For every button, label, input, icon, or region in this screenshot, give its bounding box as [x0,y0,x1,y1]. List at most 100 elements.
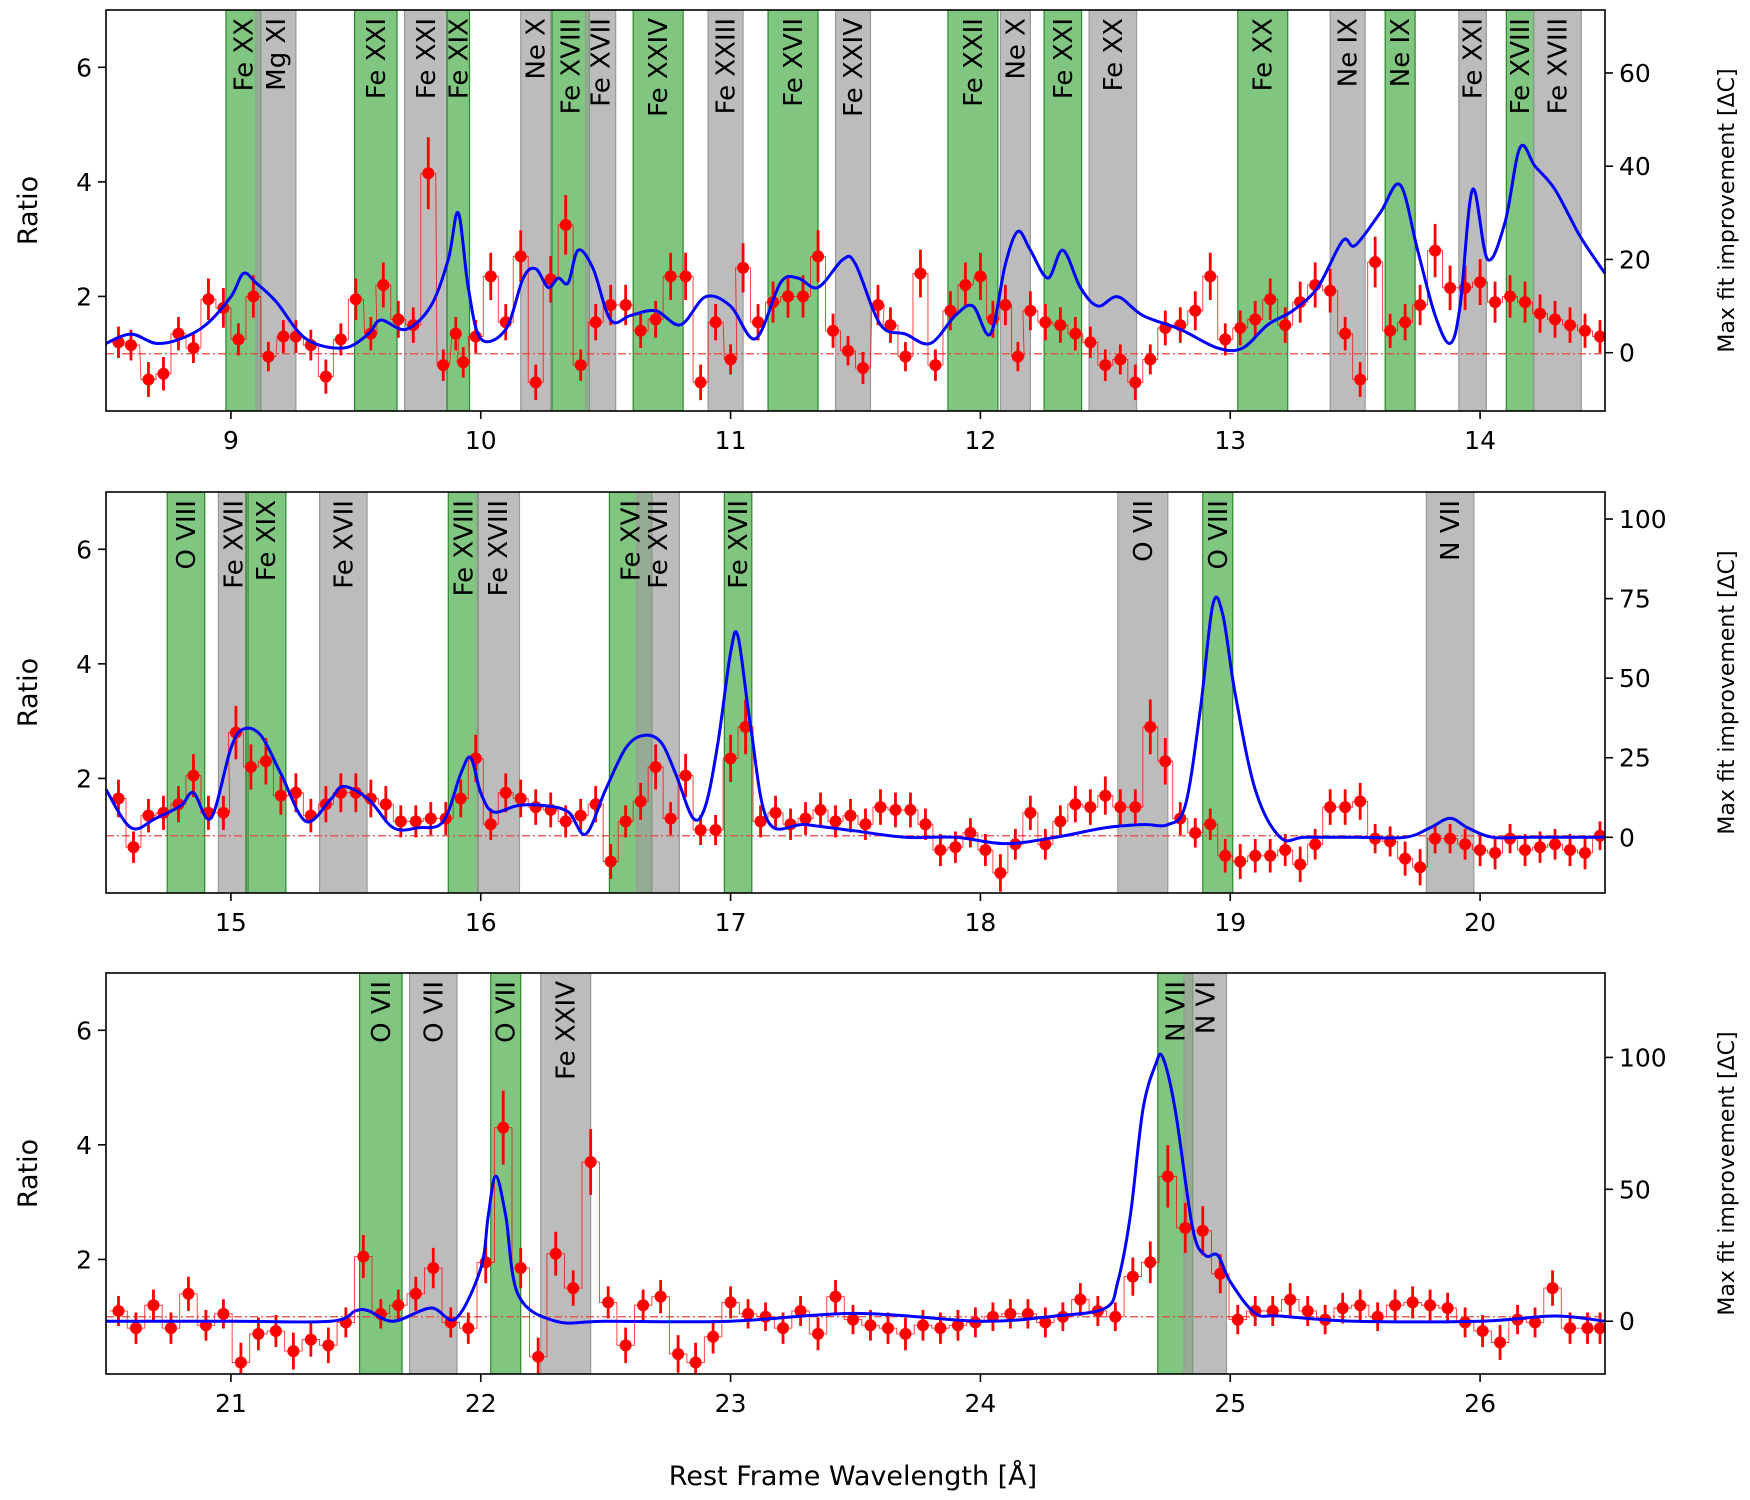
ratio-point [1474,276,1487,289]
ratio-point [127,841,140,854]
ratio-point [319,370,332,383]
ratio-point [914,267,927,280]
ratio-point [392,313,405,326]
ratio-point [349,293,362,306]
x-tick-label: 20 [1464,908,1496,937]
ratio-point [364,792,377,805]
ratio-point [142,809,155,822]
ratio-point [234,1356,247,1369]
ratio-point [1144,353,1157,366]
band-label: Ne X [1001,18,1031,80]
ratio-point [1249,313,1262,326]
y-tick-label-right: 50 [1619,1175,1651,1204]
ratio-point [164,1322,177,1335]
ratio-point [812,1327,825,1340]
ratio-point [1384,324,1397,337]
ratio-point [829,815,842,828]
y-tick-label-left: 6 [76,53,92,82]
y-axis-label-left: Ratio [13,1139,44,1208]
ratio-point [252,1327,265,1340]
ratio-point [1024,304,1037,317]
ratio-point [1024,806,1037,819]
ratio-point [574,359,587,372]
band-label: Fe XXIII [712,18,742,114]
ratio-point [334,333,347,346]
y-axis-label-left: Ratio [13,176,44,245]
band-label: Fe XX [1099,18,1129,91]
ratio-point [1214,1267,1227,1280]
ratio-point [1444,832,1457,845]
x-tick-label: 24 [965,1389,997,1418]
ratio-point [1161,1170,1174,1183]
ratio-point [754,815,767,828]
ratio-point [649,313,662,326]
ratio-point [1126,1270,1139,1283]
ratio-point [634,324,647,337]
ratio-point [1494,1336,1507,1349]
ratio-point [112,792,125,805]
ratio-point [1414,861,1427,874]
ratio-point [1099,789,1112,802]
ratio-point [604,855,617,868]
ratio-point [1279,319,1292,332]
ratio-point [777,1322,790,1335]
y-tick-label-left: 2 [76,764,92,793]
band-label: Fe XX [1249,18,1279,91]
ratio-point [304,1333,317,1346]
improvement-curve [106,143,1605,353]
x-tick-label: 13 [1214,426,1246,455]
y-tick-label-left: 4 [76,168,92,197]
ratio-point [1294,296,1307,309]
band-grey [1533,10,1582,411]
ratio-point [1424,1299,1437,1312]
band-label: Fe XXI [1049,18,1079,99]
ratio-point [752,316,765,329]
band-label: Fe XVII [779,18,809,107]
y-axis-label-right: Max fit improvement [ΔC] [1715,68,1740,352]
band-green [353,10,398,411]
ratio-point [1581,1322,1594,1335]
ratio-point [1534,307,1547,320]
ratio-point [549,1247,562,1260]
ratio-point [724,353,737,366]
ratio-point [1489,846,1502,859]
ratio-point [859,818,872,831]
ratio-point [679,270,692,283]
band-label: O VII [419,981,449,1043]
ratio-point [1234,855,1247,868]
ratio-point [187,341,200,354]
band-label: Fe XVIII [557,18,587,114]
band-grey [1183,973,1228,1374]
plot-area [106,492,1605,893]
ratio-point [129,1322,142,1335]
ratio-point [949,841,962,854]
band-label: Mg XI [262,18,292,91]
ratio-point [262,350,275,363]
ratio-point [1444,281,1457,294]
x-tick-label: 15 [215,908,247,937]
plot-area [106,973,1605,1374]
ratio-point [944,304,957,317]
ratio-point [619,815,632,828]
band-label: Ne IX [1334,18,1364,87]
ratio-point [124,339,137,352]
ratio-point [379,798,392,811]
band-label: Fe XIX [252,500,282,581]
ratio-point [874,801,887,814]
ratio-point [602,1296,615,1309]
ratio-point [1336,1302,1349,1315]
ratio-point [217,806,230,819]
ratio-point [1519,296,1532,309]
ratio-point [187,769,200,782]
ratio-point [424,812,437,825]
ratio-point [567,1282,580,1295]
ratio-point [1054,319,1067,332]
ratio-point [1144,1256,1157,1269]
ratio-point [1264,849,1277,862]
ratio-point [454,792,467,805]
ratio-point [694,823,707,836]
ratio-point [1504,290,1517,303]
ratio-point [427,1262,440,1275]
ratio-point [797,290,810,303]
